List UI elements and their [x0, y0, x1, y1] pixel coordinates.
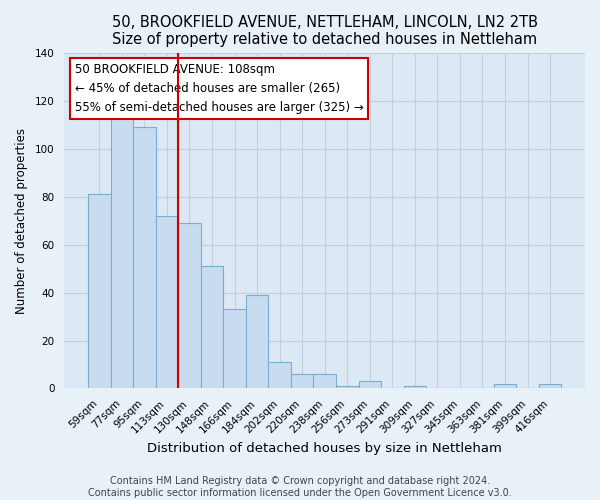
Bar [110, 118, 133, 388]
Y-axis label: Number of detached properties: Number of detached properties [15, 128, 28, 314]
Bar [246, 295, 268, 388]
Bar [336, 386, 359, 388]
Bar [133, 127, 155, 388]
Title: 50, BROOKFIELD AVENUE, NETTLEHAM, LINCOLN, LN2 2TB
Size of property relative to : 50, BROOKFIELD AVENUE, NETTLEHAM, LINCOL… [112, 15, 538, 48]
Bar [313, 374, 336, 388]
Bar [268, 362, 291, 388]
Text: 50 BROOKFIELD AVENUE: 108sqm
← 45% of detached houses are smaller (265)
55% of s: 50 BROOKFIELD AVENUE: 108sqm ← 45% of de… [75, 63, 364, 114]
Bar [404, 386, 426, 388]
X-axis label: Distribution of detached houses by size in Nettleham: Distribution of detached houses by size … [147, 442, 502, 455]
Bar [88, 194, 110, 388]
Bar [291, 374, 313, 388]
Bar [539, 384, 562, 388]
Bar [494, 384, 516, 388]
Bar [201, 266, 223, 388]
Bar [223, 310, 246, 388]
Bar [155, 216, 178, 388]
Bar [359, 382, 381, 388]
Bar [178, 223, 201, 388]
Text: Contains HM Land Registry data © Crown copyright and database right 2024.
Contai: Contains HM Land Registry data © Crown c… [88, 476, 512, 498]
